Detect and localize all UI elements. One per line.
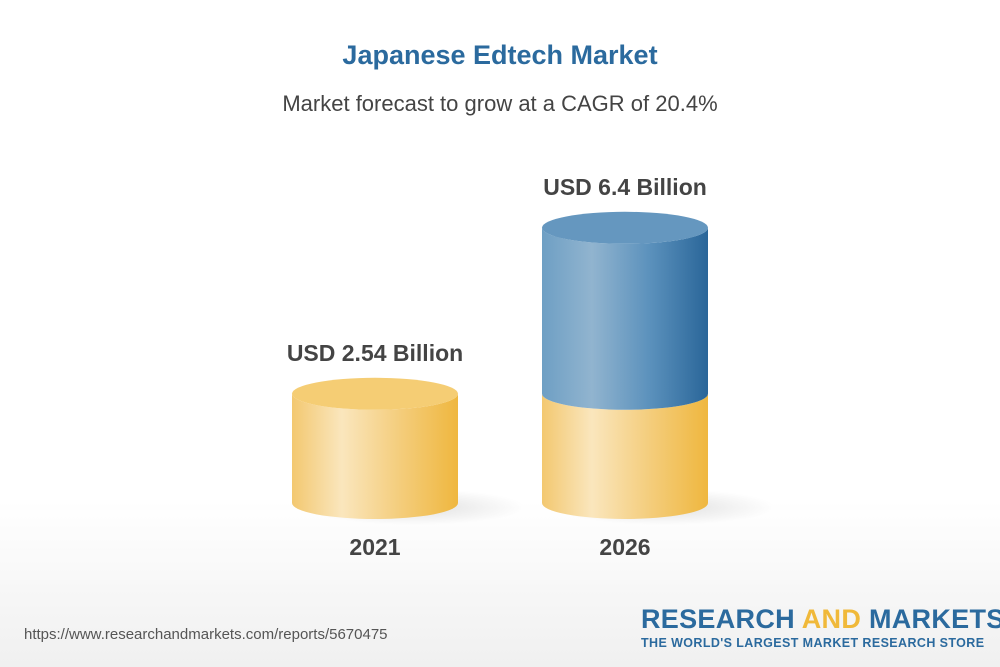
cylinder-chart: USD 2.54 Billion 2021 USD 6.4 Billion 2026 (287, 174, 775, 560)
category-label: 2021 (349, 534, 400, 560)
bar-top-2026 (542, 211, 708, 244)
chart-subtitle: Market forecast to grow at a CAGR of 20.… (282, 91, 718, 116)
chart-title: Japanese Edtech Market (342, 40, 658, 70)
data-label: USD 2.54 Billion (287, 340, 463, 366)
data-label: USD 6.4 Billion (543, 174, 707, 200)
bar-growth-segment-2026 (542, 227, 708, 410)
bar-base-segment-2026 (542, 393, 708, 519)
source-url[interactable]: https://www.researchandmarkets.com/repor… (24, 626, 388, 643)
bar-top-2021 (292, 377, 458, 410)
category-label: 2026 (599, 534, 650, 560)
research-and-markets-logo: RESEARCH AND MARKETS THE WORLD'S LARGEST… (641, 604, 1000, 650)
bar-2021 (292, 393, 458, 519)
